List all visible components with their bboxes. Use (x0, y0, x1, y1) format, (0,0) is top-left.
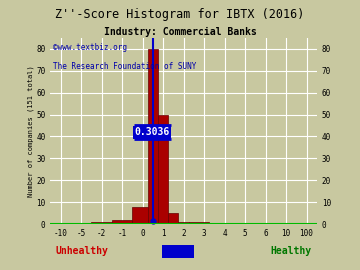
Text: The Research Foundation of SUNY: The Research Foundation of SUNY (53, 62, 197, 71)
Text: Score: Score (163, 247, 193, 256)
Text: Unhealthy: Unhealthy (56, 247, 109, 256)
Bar (91, 222, 112, 224)
Bar (189, 222, 209, 224)
Y-axis label: Number of companies (151 total): Number of companies (151 total) (27, 65, 33, 197)
Text: ©www.textbiz.org: ©www.textbiz.org (53, 43, 127, 52)
Bar (168, 213, 179, 224)
Text: Z''-Score Histogram for IBTX (2016): Z''-Score Histogram for IBTX (2016) (55, 8, 305, 21)
Text: Healthy: Healthy (270, 247, 311, 256)
Text: Industry: Commercial Banks: Industry: Commercial Banks (104, 27, 256, 37)
Bar (148, 49, 158, 224)
Text: 0.3036: 0.3036 (134, 127, 170, 137)
Bar (158, 114, 168, 224)
Bar (179, 222, 189, 224)
Bar (132, 207, 148, 224)
Bar (112, 220, 132, 224)
